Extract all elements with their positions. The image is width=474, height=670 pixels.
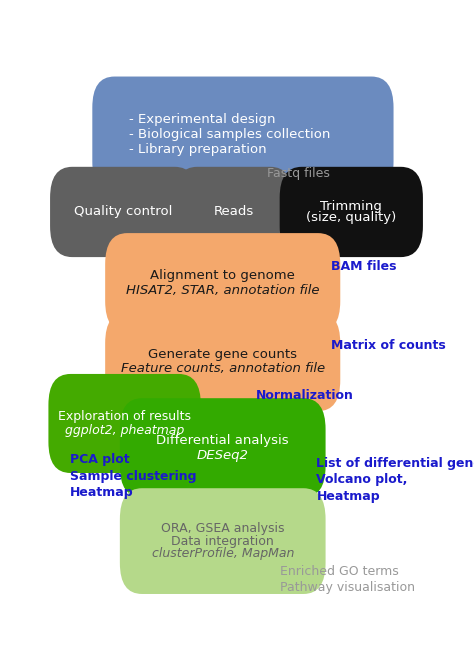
Text: Quality control: Quality control — [74, 206, 173, 218]
Text: - Experimental design: - Experimental design — [129, 113, 275, 126]
FancyBboxPatch shape — [120, 398, 326, 497]
Text: Matrix of counts: Matrix of counts — [331, 338, 446, 352]
Text: Volcano plot,: Volcano plot, — [316, 473, 408, 486]
Text: Enriched GO terms: Enriched GO terms — [280, 565, 399, 578]
Text: Pathway visualisation: Pathway visualisation — [280, 580, 415, 594]
FancyBboxPatch shape — [50, 167, 197, 257]
Text: Heatmap: Heatmap — [316, 490, 380, 502]
Text: Trimming: Trimming — [320, 200, 382, 213]
Text: - Biological samples collection: - Biological samples collection — [129, 128, 330, 141]
FancyBboxPatch shape — [120, 488, 326, 594]
Text: Data integration: Data integration — [171, 535, 274, 547]
Text: HISAT2, STAR, annotation file: HISAT2, STAR, annotation file — [126, 283, 319, 297]
Text: BAM files: BAM files — [331, 259, 397, 273]
Text: (size, quality): (size, quality) — [306, 211, 396, 224]
Text: Alignment to genome: Alignment to genome — [150, 269, 295, 281]
Text: ggplot2, pheatmap: ggplot2, pheatmap — [65, 424, 184, 438]
Text: Generate gene counts: Generate gene counts — [148, 348, 297, 360]
FancyBboxPatch shape — [105, 312, 340, 411]
Text: - Library preparation: - Library preparation — [129, 143, 267, 156]
Text: PCA plot: PCA plot — [70, 453, 130, 466]
Text: Sample clustering: Sample clustering — [70, 470, 197, 482]
FancyBboxPatch shape — [280, 167, 423, 257]
Text: DESeq2: DESeq2 — [197, 449, 249, 462]
FancyBboxPatch shape — [105, 233, 340, 332]
Text: Feature counts, annotation file: Feature counts, annotation file — [121, 362, 325, 375]
Text: Reads: Reads — [214, 206, 254, 218]
Text: Exploration of results: Exploration of results — [58, 409, 191, 423]
Text: Differential analysis: Differential analysis — [156, 433, 289, 447]
Text: clusterProfile, MapMan: clusterProfile, MapMan — [152, 547, 294, 560]
FancyBboxPatch shape — [48, 374, 201, 473]
Text: Normalization: Normalization — [256, 389, 354, 401]
Text: Heatmap: Heatmap — [70, 486, 134, 499]
FancyBboxPatch shape — [175, 167, 292, 257]
Text: List of differential genes: List of differential genes — [316, 457, 474, 470]
Text: ORA, GSEA analysis: ORA, GSEA analysis — [161, 523, 284, 535]
FancyBboxPatch shape — [92, 76, 393, 192]
Text: Fastq files: Fastq files — [267, 167, 330, 180]
